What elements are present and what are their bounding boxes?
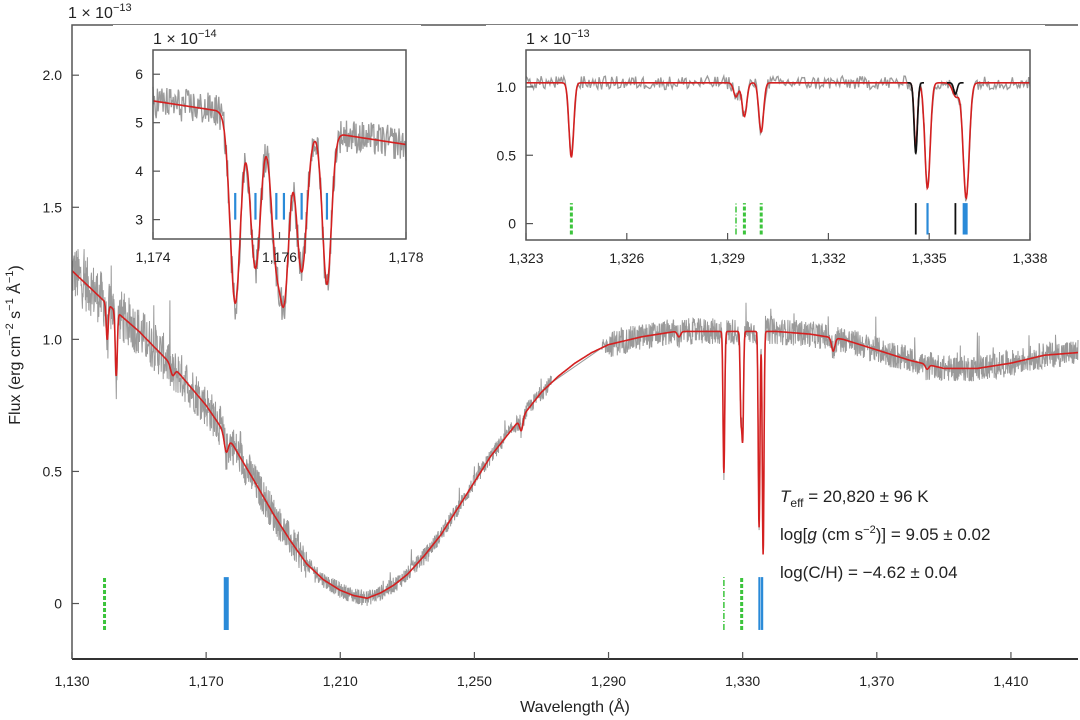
x-tick-label: 1,210 <box>323 673 358 689</box>
y-tick-label: 1.5 <box>43 199 63 215</box>
main-plot: 1,130 1,170 1,210 1,250 1,290 1,330 1,370 1,410… <box>43 24 1079 689</box>
y-tick-label: 2.0 <box>43 67 63 83</box>
x-tick-label: 1,332 <box>811 250 846 266</box>
model-spectrum <box>526 82 1030 200</box>
x-tick-label: 1,176 <box>262 249 297 265</box>
y-tick-label: 5 <box>135 115 143 131</box>
observed-spectrum-segment <box>71 249 552 606</box>
black-model-line <box>907 82 924 156</box>
x-axis-label: Wavelength (Å) <box>520 697 630 716</box>
x-tick-label: 1,329 <box>710 250 745 266</box>
inset-right-plot: 1,323 1,326 1,329 1,332 1,335 1,338 0 0.5 1.0 <box>486 25 1048 267</box>
x-tick-label: 1,250 <box>457 673 492 689</box>
black-model-line <box>947 82 964 95</box>
observed-spectrum-segment <box>152 86 407 320</box>
y-tick-label: 6 <box>135 66 143 82</box>
x-tick-label: 1,370 <box>859 673 894 689</box>
x-tick-label: 1,335 <box>912 250 947 266</box>
model-spectrum <box>153 100 406 309</box>
inset-right-multiplier: 1 × 10−13 <box>526 28 590 48</box>
model-spectrum <box>71 270 1078 600</box>
inset-left-plot: 1,174 1,176 1,178 3 4 5 6 <box>113 25 424 320</box>
x-tick-label: 1,338 <box>1012 250 1047 266</box>
y-tick-label: 1.0 <box>497 79 517 95</box>
inset-frame <box>525 49 1031 241</box>
inset-left-multiplier: 1 × 10−14 <box>153 28 217 48</box>
y-tick-label: 0.5 <box>43 463 63 479</box>
x-tick-label: 1,178 <box>388 249 423 265</box>
y-tick-label: 0.5 <box>497 147 517 163</box>
logch-annotation: log(C/H) = −4.62 ± 0.04 <box>780 563 958 582</box>
x-tick-label: 1,174 <box>135 249 170 265</box>
x-tick-label: 1,330 <box>725 673 760 689</box>
logg-annotation: log[g (cm s−2)] = 9.05 ± 0.02 <box>780 524 990 544</box>
y-tick-label: 0 <box>54 596 62 612</box>
x-tick-label: 1,323 <box>508 250 543 266</box>
y-tick-label: 3 <box>135 212 143 228</box>
x-tick-label: 1,410 <box>993 673 1028 689</box>
inset-background <box>113 25 421 266</box>
y-tick-label: 0 <box>508 216 516 232</box>
x-tick-label: 1,130 <box>54 673 89 689</box>
x-tick-label: 1,326 <box>609 250 644 266</box>
y-tick-label: 4 <box>135 163 143 179</box>
inset-background <box>486 25 1045 267</box>
observed-spectrum-segment <box>525 73 1031 202</box>
main-multiplier: 1 × 10−13 <box>68 2 132 22</box>
data-gap-connector <box>551 347 603 384</box>
x-tick-label: 1,290 <box>591 673 626 689</box>
fit-parameters-annotation: Teff = 20,820 ± 96 K log[g (cm s−2)] = 9… <box>780 487 990 582</box>
y-axis-label: Flux (erg cm−2 s−1 Å−1) <box>4 265 24 424</box>
observed-spectrum-segment <box>601 302 1079 551</box>
y-tick-label: 1.0 <box>43 331 63 347</box>
x-tick-label: 1,170 <box>189 673 224 689</box>
teff-annotation: Teff = 20,820 ± 96 K <box>780 487 929 510</box>
